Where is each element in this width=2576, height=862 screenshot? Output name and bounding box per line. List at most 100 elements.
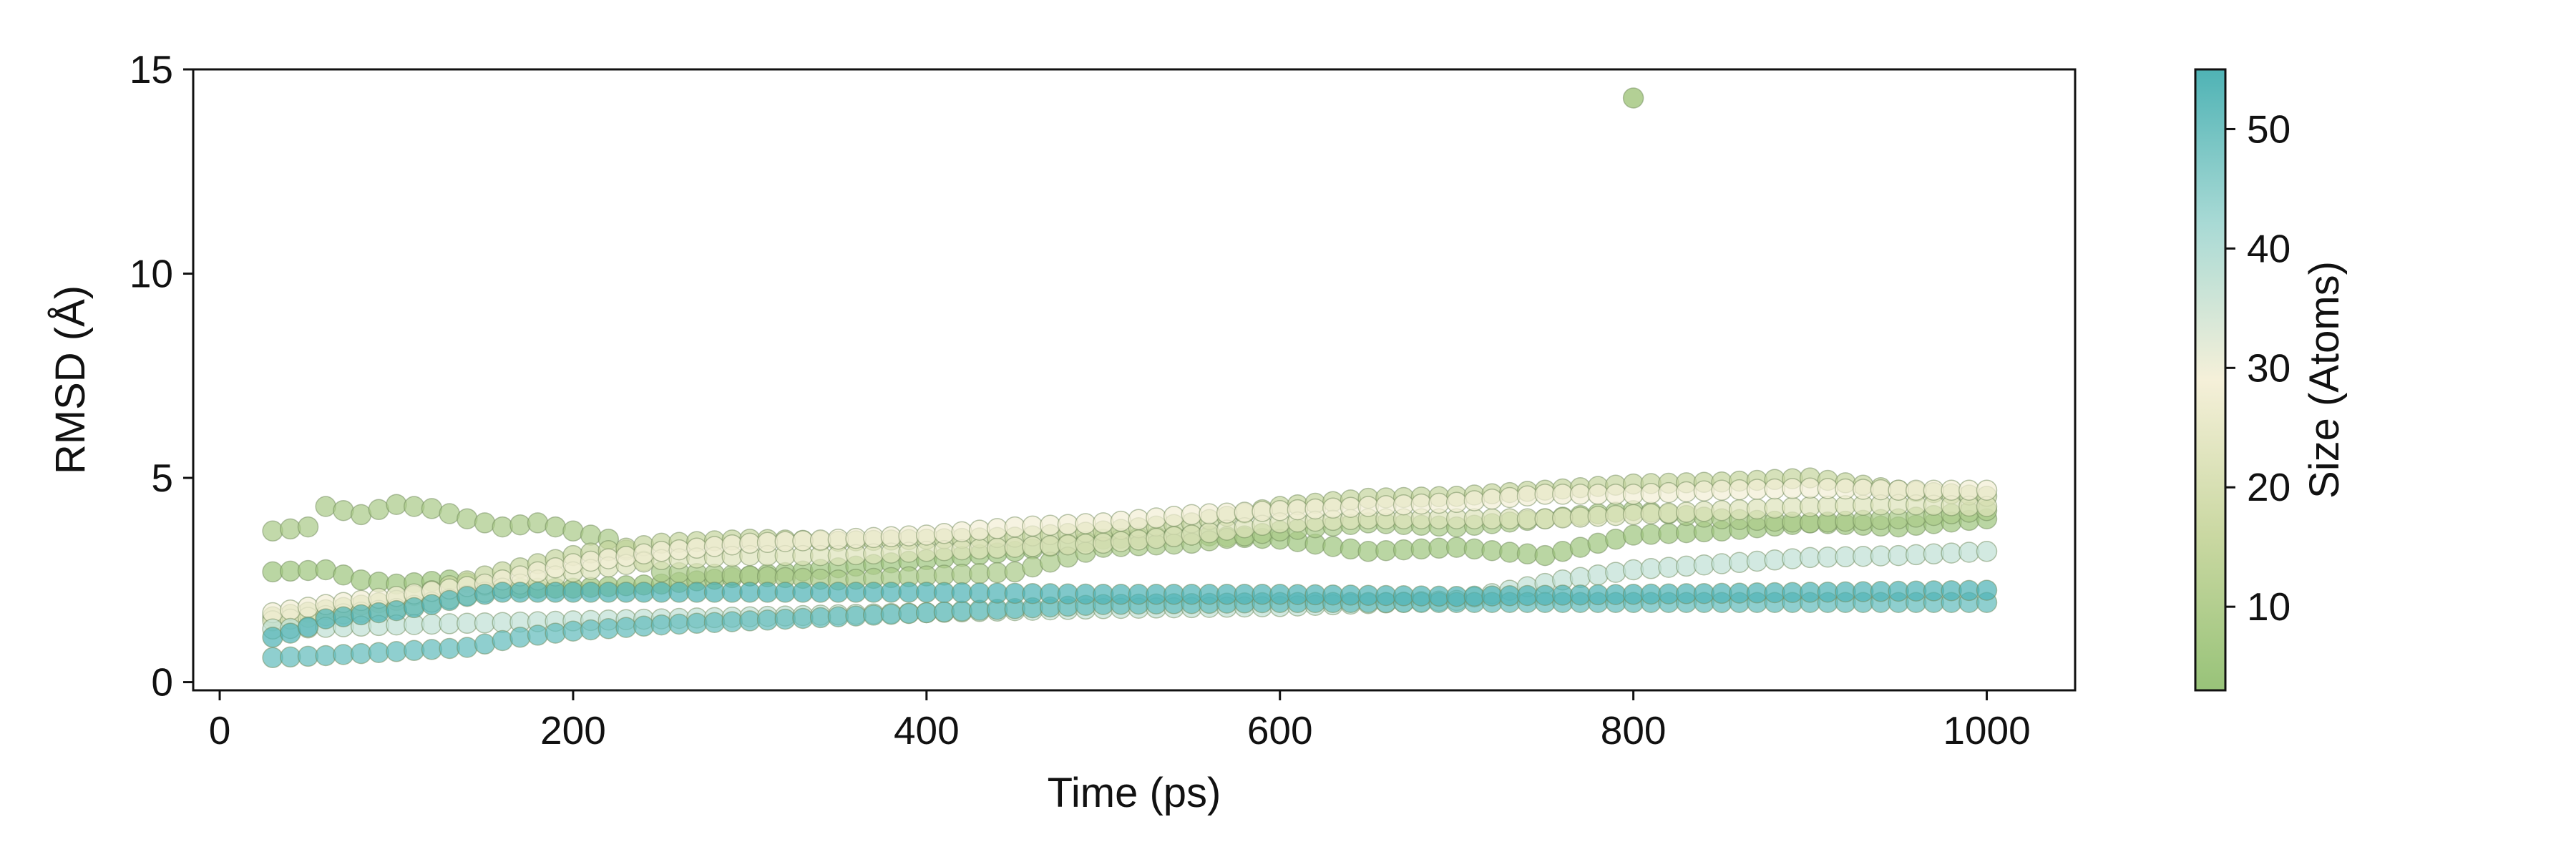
scatter-point	[1569, 537, 1591, 558]
scatter-point	[1199, 584, 1220, 605]
scatter-point	[1392, 539, 1415, 561]
x-tick-label: 400	[894, 708, 960, 753]
scatter-point	[1605, 504, 1626, 526]
scatter-point	[1428, 585, 1450, 607]
scatter-point	[1463, 538, 1485, 560]
scatter-point	[580, 524, 602, 546]
scatter-point	[1746, 550, 1768, 572]
scatter-point	[1516, 584, 1538, 607]
scatter-point	[739, 582, 761, 603]
scatter-point	[280, 518, 301, 540]
scatter-point	[898, 525, 919, 547]
scatter-point	[969, 562, 990, 584]
scatter-point	[1605, 562, 1626, 583]
scatter-point	[1216, 502, 1238, 524]
scatter-point	[703, 582, 726, 603]
scatter-point	[1252, 584, 1273, 605]
scatter-point	[1905, 580, 1927, 602]
scatter-point	[1057, 534, 1079, 556]
scatter-point	[297, 597, 319, 618]
scatter-point	[527, 561, 549, 583]
scatter-point	[916, 582, 937, 603]
scatter-point	[1463, 585, 1485, 607]
scatter-point	[933, 522, 955, 544]
scatter-point	[1587, 584, 1609, 606]
scatter-point	[951, 564, 972, 585]
scatter-point	[1022, 556, 1043, 578]
scatter-point	[792, 607, 814, 630]
scatter-point	[1445, 585, 1468, 607]
scatter-point	[650, 614, 673, 636]
scatter-point	[1835, 546, 1856, 568]
scatter-point	[739, 532, 761, 554]
scatter-point	[1658, 502, 1679, 524]
scatter-point	[1269, 499, 1291, 521]
scatter-point	[898, 602, 919, 625]
scatter-point	[509, 627, 531, 648]
scatter-point	[1534, 544, 1556, 567]
scatter-point	[580, 550, 602, 572]
scatter-point	[1622, 559, 1644, 581]
scatter-point	[1782, 496, 1803, 518]
scatter-point	[916, 524, 937, 546]
scatter-point	[262, 520, 283, 542]
scatter-point	[297, 645, 319, 667]
scatter-point	[1640, 503, 1662, 525]
scatter-point	[792, 582, 814, 603]
scatter-point	[1888, 544, 1909, 567]
scatter-point	[262, 561, 283, 583]
outlier-point	[1622, 87, 1644, 109]
scatter-point	[1976, 479, 1998, 501]
scatter-point	[1799, 582, 1821, 603]
scatter-point	[1004, 537, 1026, 558]
scatter-point	[1852, 545, 1874, 567]
scatter-point	[580, 619, 602, 641]
scatter-point	[1640, 524, 1662, 545]
scatter-point	[969, 519, 990, 541]
scatter-point	[1075, 583, 1096, 605]
scatter-point	[1764, 582, 1785, 604]
colorbar-tick-label: 20	[2247, 465, 2290, 509]
scatter-point	[1622, 504, 1644, 526]
scatter-point	[1375, 539, 1397, 562]
scatter-point	[262, 627, 283, 648]
scatter-point	[721, 582, 743, 603]
y-tick-label: 15	[130, 47, 173, 92]
scatter-point	[827, 606, 849, 627]
plot-frame	[192, 68, 2077, 692]
scatter-point	[1852, 479, 1874, 500]
scatter-point	[1711, 582, 1732, 604]
colorbar-tick-label: 50	[2247, 107, 2290, 151]
scatter-point	[1163, 526, 1185, 548]
scatter-point	[1163, 584, 1185, 605]
scatter-point	[1905, 544, 1927, 566]
scatter-point	[1658, 522, 1679, 544]
scatter-point	[951, 539, 972, 561]
scatter-point	[1075, 513, 1096, 534]
scatter-point	[986, 518, 1008, 539]
scatter-point	[1675, 583, 1697, 604]
scatter-point	[1923, 580, 1945, 602]
scatter-point	[1481, 539, 1503, 562]
scatter-point	[403, 640, 425, 662]
scatter-point	[1463, 508, 1485, 529]
scatter-point	[1499, 508, 1521, 529]
scatter-point	[845, 582, 867, 603]
scatter-point	[986, 582, 1008, 604]
scatter-point	[1764, 549, 1785, 571]
scatter-point	[1552, 584, 1574, 606]
scatter-point	[474, 584, 496, 605]
scatter-point	[845, 605, 867, 627]
scatter-point	[1287, 584, 1309, 605]
scatter-point	[1322, 584, 1344, 606]
scatter-point	[969, 538, 990, 560]
scatter-point	[1729, 582, 1750, 604]
scatter-point	[474, 512, 496, 534]
scatter-point	[1658, 583, 1679, 604]
scatter-point	[969, 582, 990, 604]
scatter-point	[1304, 498, 1326, 520]
scatter-point	[1534, 484, 1556, 505]
scatter-point	[333, 499, 354, 521]
scatter-point	[1711, 553, 1732, 574]
